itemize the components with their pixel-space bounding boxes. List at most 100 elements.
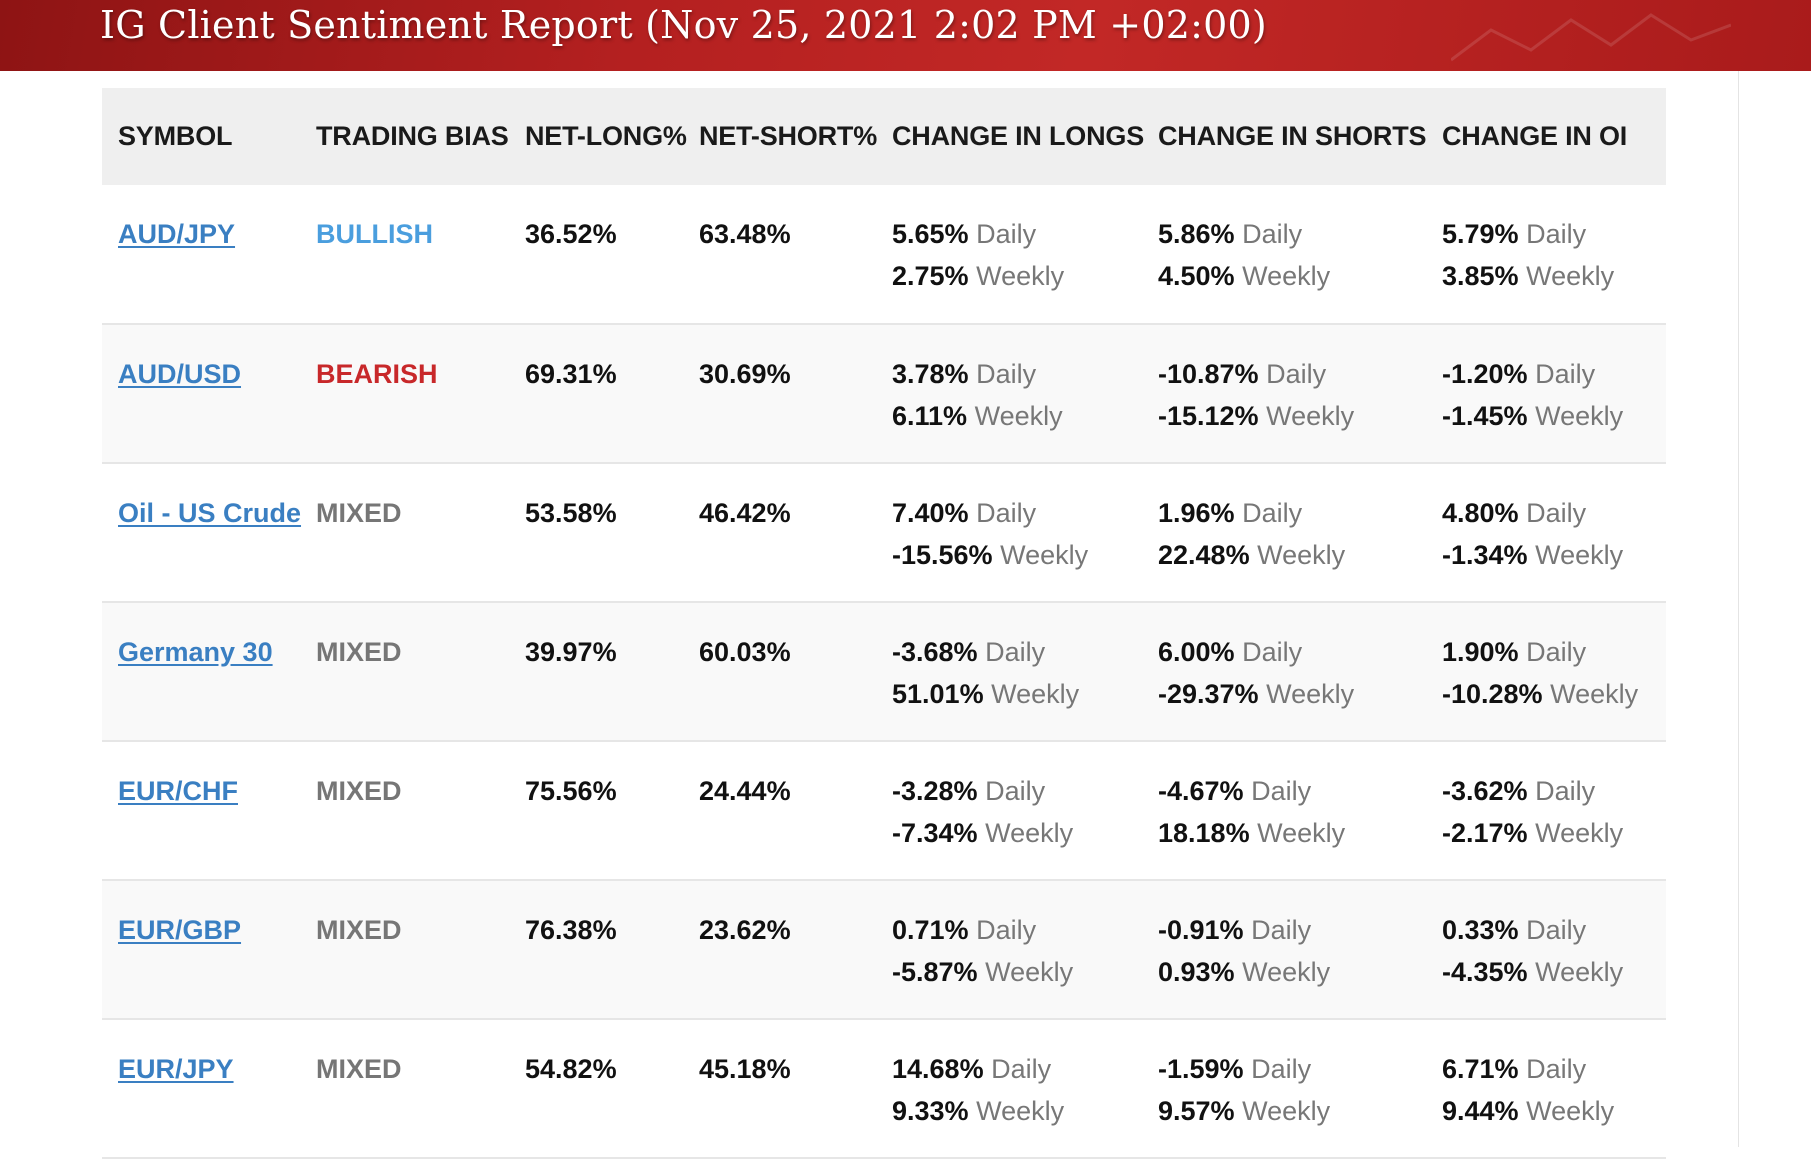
trading-bias: BEARISH [316,359,438,389]
shorts-weekly: 0.93% Weekly [1158,951,1426,993]
symbol-cell: EUR/CHF [102,741,300,880]
weekly-label: Weekly [1266,679,1355,709]
change-in-longs-cell: -3.68% Daily 51.01% Weekly [876,602,1142,741]
weekly-label: Weekly [1550,679,1639,709]
shorts-weekly-value: 0.93% [1158,957,1235,987]
symbol-cell: AUD/JPY [102,185,300,324]
shorts-weekly: -15.12% Weekly [1158,395,1426,437]
weekly-label: Weekly [1526,261,1615,291]
daily-label: Daily [1242,498,1303,528]
change-in-longs-cell: 5.65% Daily 2.75% Weekly [876,185,1142,324]
shorts-weekly: 9.57% Weekly [1158,1090,1426,1132]
longs-daily-value: -3.28% [892,776,978,806]
symbol-link[interactable]: Germany 30 [118,637,273,667]
trading-bias: MIXED [316,915,402,945]
weekly-label: Weekly [985,818,1074,848]
table-header-row: SYMBOL TRADING BIAS NET-LONG% NET-SHORT%… [102,88,1666,185]
oi-weekly: -1.45% Weekly [1442,395,1666,437]
weekly-label: Weekly [985,957,1074,987]
shorts-daily-value: -4.67% [1158,776,1244,806]
change-in-oi-cell: 4.80% Daily -1.34% Weekly [1426,463,1666,602]
net-long-value: 54.82% [525,1054,617,1084]
trading-bias-cell: MIXED [300,880,509,1019]
oi-weekly: 3.85% Weekly [1442,255,1666,297]
longs-weekly: -15.56% Weekly [892,534,1142,576]
weekly-label: Weekly [1242,261,1331,291]
longs-daily: 0.71% Daily [892,909,1142,951]
change-in-shorts-cell: -10.87% Daily -15.12% Weekly [1142,324,1426,463]
header-change-in-longs[interactable]: CHANGE IN LONGS [892,121,1145,151]
longs-weekly-value: 6.11% [892,401,968,431]
oi-daily: 6.71% Daily [1442,1048,1666,1090]
daily-label: Daily [1535,776,1596,806]
longs-weekly-value: 51.01% [892,679,984,709]
longs-weekly: -7.34% Weekly [892,812,1142,854]
longs-weekly: 51.01% Weekly [892,673,1142,715]
oi-weekly-value: -1.34% [1442,540,1528,570]
page-divider [1738,71,1739,1147]
header-change-in-oi[interactable]: CHANGE IN OI [1442,121,1628,151]
symbol-link[interactable]: EUR/GBP [118,915,242,945]
symbol-link[interactable]: EUR/JPY [118,1054,234,1084]
header-net-long[interactable]: NET-LONG% [525,121,687,151]
weekly-label: Weekly [1000,540,1089,570]
shorts-daily-value: -0.91% [1158,915,1244,945]
header-trading-bias[interactable]: TRADING BIAS [316,121,509,151]
daily-label: Daily [1526,1054,1587,1084]
header-change-in-shorts[interactable]: CHANGE IN SHORTS [1158,121,1427,151]
shorts-weekly-value: 9.57% [1158,1096,1235,1126]
table-row: AUD/JPY BULLISH 36.52% 63.48% 5.65% Dail… [102,185,1666,324]
oi-daily-value: 4.80% [1442,498,1519,528]
daily-label: Daily [1242,219,1303,249]
shorts-daily: -4.67% Daily [1158,770,1426,812]
symbol-link[interactable]: AUD/JPY [118,219,236,249]
daily-label: Daily [985,637,1046,667]
shorts-daily: 6.00% Daily [1158,631,1426,673]
shorts-daily-value: 6.00% [1158,637,1235,667]
shorts-weekly-value: 22.48% [1158,540,1250,570]
oi-weekly-value: 3.85% [1442,261,1519,291]
change-in-oi-cell: 5.79% Daily 3.85% Weekly [1426,185,1666,324]
symbol-link[interactable]: AUD/USD [118,359,242,389]
trading-bias-cell: MIXED [300,741,509,880]
longs-daily: -3.28% Daily [892,770,1142,812]
trading-bias: MIXED [316,776,402,806]
change-in-shorts-cell: 1.96% Daily 22.48% Weekly [1142,463,1426,602]
oi-daily-value: -1.20% [1442,359,1528,389]
net-short-value: 60.03% [699,637,791,667]
shorts-daily-value: -1.59% [1158,1054,1244,1084]
shorts-daily-value: -10.87% [1158,359,1259,389]
shorts-daily: -10.87% Daily [1158,353,1426,395]
daily-label: Daily [1526,498,1587,528]
oi-daily-value: -3.62% [1442,776,1528,806]
oi-weekly: -2.17% Weekly [1442,812,1666,854]
trading-bias-cell: MIXED [300,463,509,602]
daily-label: Daily [1535,359,1596,389]
longs-weekly: -5.87% Weekly [892,951,1142,993]
net-long-value: 76.38% [525,915,617,945]
change-in-shorts-cell: -0.91% Daily 0.93% Weekly [1142,880,1426,1019]
daily-label: Daily [1526,637,1587,667]
oi-weekly-value: -1.45% [1442,401,1528,431]
sentiment-table: SYMBOL TRADING BIAS NET-LONG% NET-SHORT%… [102,88,1666,1159]
longs-daily-value: -3.68% [892,637,978,667]
header-net-short[interactable]: NET-SHORT% [699,121,878,151]
header-symbol[interactable]: SYMBOL [118,121,233,151]
longs-daily: -3.68% Daily [892,631,1142,673]
oi-daily: 1.90% Daily [1442,631,1666,673]
longs-daily: 3.78% Daily [892,353,1142,395]
change-in-oi-cell: -1.20% Daily -1.45% Weekly [1426,324,1666,463]
table-row: EUR/CHF MIXED 75.56% 24.44% -3.28% Daily… [102,741,1666,880]
symbol-cell: EUR/GBP [102,880,300,1019]
symbol-link[interactable]: Oil - US Crude [118,498,302,528]
shorts-daily-value: 5.86% [1158,219,1235,249]
trading-bias: BULLISH [316,219,433,249]
change-in-shorts-cell: 6.00% Daily -29.37% Weekly [1142,602,1426,741]
shorts-weekly: -29.37% Weekly [1158,673,1426,715]
daily-label: Daily [1242,637,1303,667]
longs-daily-value: 5.65% [892,219,969,249]
oi-weekly-value: -4.35% [1442,957,1528,987]
symbol-link[interactable]: EUR/CHF [118,776,238,806]
oi-daily: 4.80% Daily [1442,492,1666,534]
change-in-oi-cell: 6.71% Daily 9.44% Weekly [1426,1019,1666,1158]
